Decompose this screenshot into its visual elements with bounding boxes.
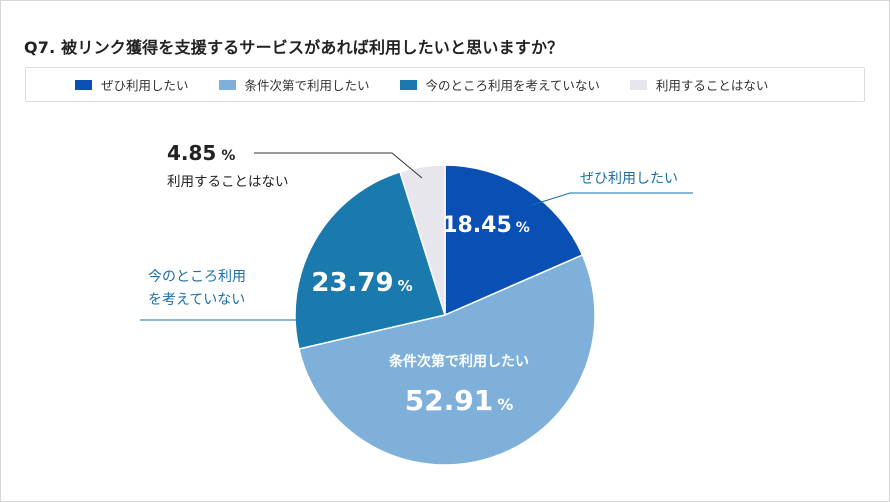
pie-slice-2 xyxy=(294,170,446,350)
legend-item-2: 今のところ利用を考えていない xyxy=(399,75,600,94)
callout-label-seg3: 利用することはない xyxy=(167,174,289,190)
legend-label-1: 条件次第で利用したい xyxy=(244,78,370,93)
callout-label-seg0: ぜひ利用したい xyxy=(580,171,678,187)
legend-swatch-2 xyxy=(399,79,417,90)
value-number-seg1: 52.91 xyxy=(405,384,494,417)
callout-label-seg2-line1: 今のところ利用 xyxy=(148,269,246,285)
legend-item-0: ぜひ利用したい xyxy=(75,75,189,94)
legend-label-0: ぜひ利用したい xyxy=(101,78,189,93)
legend: ぜひ利用したい 条件次第で利用したい 今のところ利用を考えていない 利用すること… xyxy=(25,67,865,102)
value-unit-seg1: % xyxy=(497,395,513,414)
value-label-seg3: 4.85% xyxy=(167,141,235,165)
value-unit-seg2: % xyxy=(398,277,413,295)
value-number-seg3: 4.85 xyxy=(167,141,216,165)
value-unit-seg0: % xyxy=(516,220,530,236)
legend-item-3: 利用することはない xyxy=(629,75,769,94)
legend-swatch-0 xyxy=(75,79,92,90)
value-unit-seg3: % xyxy=(221,148,235,164)
pie-slice-3 xyxy=(399,164,446,316)
leader-line-seg3 xyxy=(254,152,423,179)
value-number-seg0: 18.45 xyxy=(442,213,512,238)
chart-title: Q7. 被リンク獲得を支援するサービスがあれば利用したいと思いますか？ xyxy=(24,38,564,57)
legend-label-3: 利用することはない xyxy=(655,78,769,93)
value-number-seg2: 23.79 xyxy=(311,268,393,298)
value-label-seg0: 18.45% xyxy=(442,213,530,238)
value-label-seg2: 23.79% xyxy=(311,268,412,298)
legend-swatch-1 xyxy=(218,79,236,90)
legend-label-2: 今のところ利用を考えていない xyxy=(425,78,600,93)
value-label-seg1: 52.91% xyxy=(405,384,514,417)
leader-line-seg0 xyxy=(531,192,693,206)
callout-label-seg2-line2: を考えていない xyxy=(148,292,245,308)
legend-swatch-3 xyxy=(629,79,647,90)
pie-slice-0 xyxy=(444,164,584,317)
pie-slice-1 xyxy=(298,254,596,466)
category-label-seg1: 条件次第で利用したい xyxy=(388,353,529,370)
legend-item-1: 条件次第で利用したい xyxy=(218,75,370,94)
